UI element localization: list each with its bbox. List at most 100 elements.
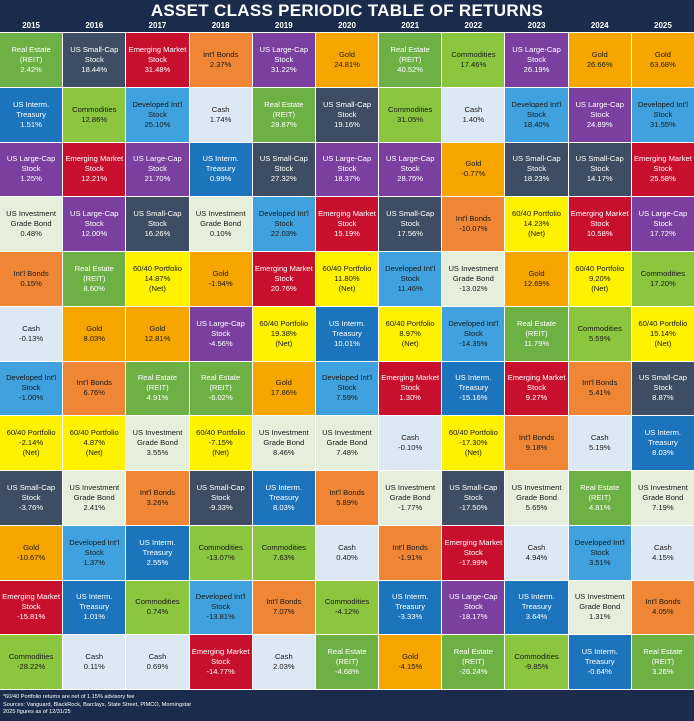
cell-text: Stock xyxy=(463,328,483,338)
cell-text: 11.80% xyxy=(334,273,360,283)
cell-text: Grade Bond xyxy=(579,602,621,612)
cell-text: Stock xyxy=(400,164,420,174)
cell-text: 60/40 Portfolio xyxy=(69,428,119,438)
cell-text: 8.97% xyxy=(399,328,421,338)
cell-text: Developed Int'l xyxy=(637,99,688,109)
cell-text: US Small-Cap xyxy=(449,482,498,492)
cell-text: (Net) xyxy=(528,229,545,239)
return-cell: US Small-Cap Stock 8.87% xyxy=(631,361,694,416)
cell-text: US Large-Cap xyxy=(6,154,56,164)
cell-text: Cash xyxy=(85,652,104,662)
cell-text: 17.20% xyxy=(650,278,676,288)
cell-text: US Small-Cap xyxy=(7,482,56,492)
cell-text: -4.68% xyxy=(334,667,360,677)
cell-text: Gold xyxy=(402,652,419,662)
cell-text: Commodities xyxy=(135,597,180,607)
return-cell: Commodities 0.74% xyxy=(126,580,189,635)
cell-text: -13.02% xyxy=(459,283,488,293)
return-cell: US Interm. Treasury 2.55% xyxy=(126,525,189,580)
return-cell: Emerging Market Stock 20.76% xyxy=(252,252,315,306)
cell-text: 28.87% xyxy=(270,119,297,129)
cell-text: Stock xyxy=(147,54,167,64)
cell-text: Treasury xyxy=(584,657,615,667)
return-cell: Cash 1.74% xyxy=(189,87,252,142)
cell-text: US Large-Cap xyxy=(512,44,561,54)
cell-text: 5.89% xyxy=(336,497,358,507)
cell-text: 63.68% xyxy=(650,59,676,69)
cell-text: Emerging Market xyxy=(318,209,376,219)
return-cell: Int'l Bonds 5.89% xyxy=(315,471,379,525)
cell-text: Cash xyxy=(590,433,609,443)
return-cell: Cash 5.19% xyxy=(568,416,631,470)
cell-text: 12.81% xyxy=(144,333,171,343)
return-cell: Emerging Market Stock 25.58% xyxy=(631,142,694,197)
cell-text: 9.27% xyxy=(525,393,548,403)
cell-text: -3.76% xyxy=(19,502,44,512)
cell-text: US Large-Cap xyxy=(196,318,245,328)
return-cell: 60/40 Portfolio -2.14% (Net) xyxy=(0,416,63,470)
cell-text: Grade Bond xyxy=(389,492,431,502)
return-cell: US Small-Cap Stock 14.17% xyxy=(568,142,631,197)
cell-text: Cash xyxy=(654,542,672,552)
return-cell: 60/40 Portfolio -7.15% (Net) xyxy=(189,416,252,470)
cell-text: 28.75% xyxy=(397,174,424,184)
cell-text: Commodities xyxy=(577,323,622,333)
cell-text: 17.86% xyxy=(270,388,297,398)
return-cell: 60/40 Portfolio 8.97% (Net) xyxy=(379,306,442,361)
cell-text: 11.46% xyxy=(397,283,423,293)
cell-text: 60/40 Portfolio xyxy=(575,263,625,273)
cell-text: US Small-Cap xyxy=(70,44,119,54)
return-cell: Gold 12.69% xyxy=(505,252,568,306)
cell-text: US Small-Cap xyxy=(196,482,245,492)
cell-text: US Investment xyxy=(322,428,372,438)
cell-text: Commodities xyxy=(640,268,686,278)
cell-text: Treasury xyxy=(332,328,362,338)
return-cell: US Investment Grade Bond 1.31% xyxy=(568,580,631,635)
return-cell: US Investment Grade Bond 0.10% xyxy=(189,197,252,251)
cell-text: Commodities xyxy=(198,542,243,552)
cell-text: 8.46% xyxy=(273,448,295,458)
cell-text: Developed Int'l xyxy=(385,263,436,273)
return-cell: Developed Int'l Stock -1.00% xyxy=(0,361,63,416)
cell-text: -2.14% xyxy=(19,438,44,448)
cell-text: -1.91% xyxy=(398,552,423,562)
cell-text: Stock xyxy=(337,219,357,229)
cell-text: -9.85% xyxy=(524,662,549,672)
cell-text: 14.87% xyxy=(144,273,171,283)
cell-text: Stock xyxy=(400,273,420,283)
cell-text: 8.87% xyxy=(652,393,674,403)
return-cell: US Large-Cap Stock 31.22% xyxy=(252,33,315,87)
cell-text: Real Estate xyxy=(264,99,304,109)
cell-text: 4.05% xyxy=(652,607,674,617)
cell-text: Stock xyxy=(337,164,357,174)
return-cell: Real Estate (REIT) 4.81% xyxy=(568,471,631,525)
return-cell: Cash 4.15% xyxy=(631,525,694,580)
cell-text: US Interm. xyxy=(12,99,50,109)
cell-text: US Large-Cap xyxy=(575,99,624,109)
cell-text: US Investment xyxy=(6,209,56,219)
return-cell: Commodities -13.07% xyxy=(189,525,252,580)
cell-text: Cash xyxy=(22,323,40,333)
cell-text: Emerging Market xyxy=(254,263,313,273)
cell-text: 3.26% xyxy=(652,667,674,677)
return-cell: Real Estate (REIT) 2.42% xyxy=(0,33,63,87)
cell-text: US Interm. xyxy=(328,318,366,328)
cell-text: 25.10% xyxy=(144,119,171,129)
cell-text: Grade Bond xyxy=(200,219,242,229)
cell-text: Int'l Bonds xyxy=(203,49,239,59)
cell-text: Int'l Bonds xyxy=(455,214,491,224)
cell-text: Gold xyxy=(654,49,671,59)
cell-text: 2.42% xyxy=(20,64,42,74)
cell-text: Stock xyxy=(84,164,104,174)
return-cell: US Large-Cap Stock 17.72% xyxy=(631,197,694,251)
cell-text: Real Estate xyxy=(11,44,51,54)
return-cell: Developed Int'l Stock 25.10% xyxy=(126,87,189,142)
cell-text: -1.77% xyxy=(398,502,423,512)
return-cell: US Large-Cap Stock 28.75% xyxy=(379,142,442,197)
return-cell: Int'l Bonds 2.37% xyxy=(189,33,252,87)
cell-text: -0.10% xyxy=(398,443,423,453)
cell-text: Stock xyxy=(21,492,41,502)
cell-text: 22.03% xyxy=(270,229,297,239)
cell-text: Stock xyxy=(211,328,231,338)
cell-text: US Large-Cap xyxy=(69,209,119,219)
